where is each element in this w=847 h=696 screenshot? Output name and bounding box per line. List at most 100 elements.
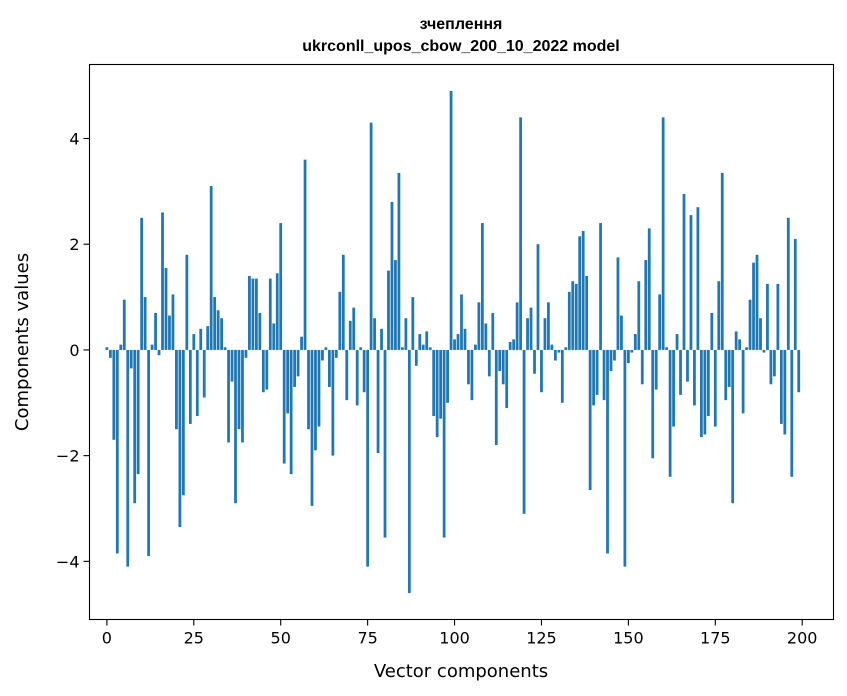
bar bbox=[752, 262, 755, 350]
bar bbox=[376, 349, 380, 453]
bar bbox=[647, 228, 651, 350]
bar bbox=[108, 349, 112, 358]
bar bbox=[672, 349, 675, 427]
bar bbox=[616, 257, 620, 350]
bar bbox=[755, 254, 759, 350]
bar bbox=[140, 217, 144, 350]
bar bbox=[533, 349, 536, 374]
bar bbox=[115, 349, 119, 554]
bar bbox=[192, 334, 196, 350]
bar bbox=[248, 275, 251, 350]
bar bbox=[230, 349, 234, 382]
x-tick-label: 0 bbox=[102, 629, 112, 648]
bar bbox=[668, 349, 672, 477]
bar bbox=[282, 349, 286, 464]
bar bbox=[651, 349, 655, 459]
bar bbox=[432, 349, 436, 416]
bar bbox=[380, 328, 383, 350]
bar bbox=[508, 342, 512, 350]
bar bbox=[682, 194, 686, 350]
bar bbox=[164, 268, 168, 350]
bar bbox=[456, 334, 460, 350]
bar bbox=[550, 344, 554, 350]
bar bbox=[759, 318, 762, 350]
bar bbox=[487, 349, 491, 377]
bar bbox=[693, 349, 696, 406]
bar bbox=[675, 334, 679, 350]
bar bbox=[188, 349, 192, 424]
bar bbox=[553, 349, 557, 361]
y-tick-label: −2 bbox=[56, 447, 80, 466]
y-tick-label: 4 bbox=[69, 130, 79, 149]
bar bbox=[310, 349, 314, 506]
bar bbox=[435, 349, 439, 438]
bar bbox=[498, 349, 502, 372]
bar bbox=[418, 334, 422, 350]
bar bbox=[175, 349, 178, 430]
bar bbox=[665, 347, 669, 350]
bar bbox=[157, 349, 161, 356]
bar bbox=[741, 349, 745, 414]
chart-title: зчеплення bbox=[420, 16, 503, 33]
bar bbox=[463, 328, 467, 350]
bar bbox=[529, 307, 533, 350]
bar bbox=[206, 326, 210, 350]
bar bbox=[793, 238, 797, 350]
bar bbox=[731, 349, 735, 504]
bar bbox=[446, 349, 449, 403]
bar bbox=[362, 349, 366, 393]
bar bbox=[199, 328, 203, 350]
bar bbox=[303, 159, 307, 350]
bar bbox=[470, 349, 474, 401]
bar bbox=[202, 349, 206, 398]
bar bbox=[366, 349, 370, 567]
x-tick-label: 50 bbox=[271, 629, 291, 648]
bar bbox=[348, 320, 352, 350]
bar bbox=[383, 349, 387, 538]
bar bbox=[501, 349, 505, 385]
bar bbox=[599, 223, 602, 350]
bar bbox=[122, 299, 126, 350]
bar bbox=[328, 349, 331, 387]
bar bbox=[261, 349, 265, 393]
bar bbox=[790, 349, 794, 477]
bar bbox=[536, 244, 540, 350]
bar bbox=[338, 291, 342, 350]
bar bbox=[154, 312, 157, 350]
bar bbox=[786, 217, 790, 350]
bar bbox=[168, 315, 171, 350]
bar bbox=[494, 349, 498, 446]
bar bbox=[324, 347, 328, 350]
bar bbox=[703, 349, 707, 435]
bar bbox=[519, 117, 522, 350]
bar bbox=[797, 349, 801, 393]
bar bbox=[480, 223, 484, 350]
x-tick-label: 175 bbox=[700, 629, 731, 648]
bar bbox=[738, 339, 742, 350]
bar bbox=[404, 318, 408, 350]
bar bbox=[265, 349, 269, 390]
bar bbox=[595, 349, 599, 395]
bar bbox=[411, 297, 415, 350]
bar bbox=[394, 260, 397, 350]
bar bbox=[769, 349, 773, 385]
bar bbox=[237, 349, 241, 430]
bar bbox=[421, 344, 425, 350]
bar bbox=[578, 236, 582, 350]
bar bbox=[581, 231, 585, 350]
bar bbox=[540, 349, 543, 393]
bar bbox=[254, 278, 258, 350]
bar bbox=[710, 312, 714, 350]
bar bbox=[449, 90, 453, 350]
bar bbox=[195, 349, 199, 416]
bar bbox=[696, 207, 700, 350]
bar bbox=[720, 172, 724, 350]
bar bbox=[136, 349, 140, 475]
bar bbox=[630, 349, 634, 353]
bar bbox=[317, 349, 321, 427]
bar bbox=[585, 275, 589, 350]
y-tick-label: 2 bbox=[69, 235, 79, 254]
bar bbox=[779, 349, 783, 424]
bar bbox=[439, 349, 443, 419]
bar bbox=[414, 349, 418, 366]
